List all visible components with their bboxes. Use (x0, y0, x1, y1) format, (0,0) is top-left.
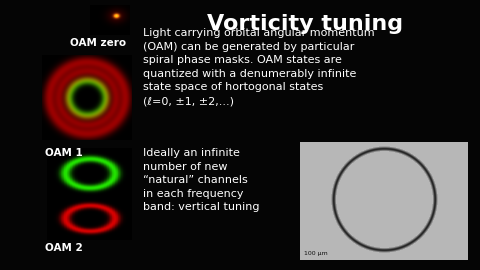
Text: Light carrying orbital angular momentum
(OAM) can be generated by particular
spi: Light carrying orbital angular momentum … (143, 28, 374, 106)
Text: Ideally an infinite
number of new
“natural” channels
in each frequency
band: ver: Ideally an infinite number of new “natur… (143, 148, 260, 212)
Text: 100 μm: 100 μm (304, 251, 328, 256)
Text: OAM 2: OAM 2 (45, 243, 83, 253)
Text: Vorticity tuning: Vorticity tuning (207, 14, 403, 34)
Text: OAM 1: OAM 1 (45, 148, 83, 158)
Text: OAM zero: OAM zero (70, 38, 126, 48)
